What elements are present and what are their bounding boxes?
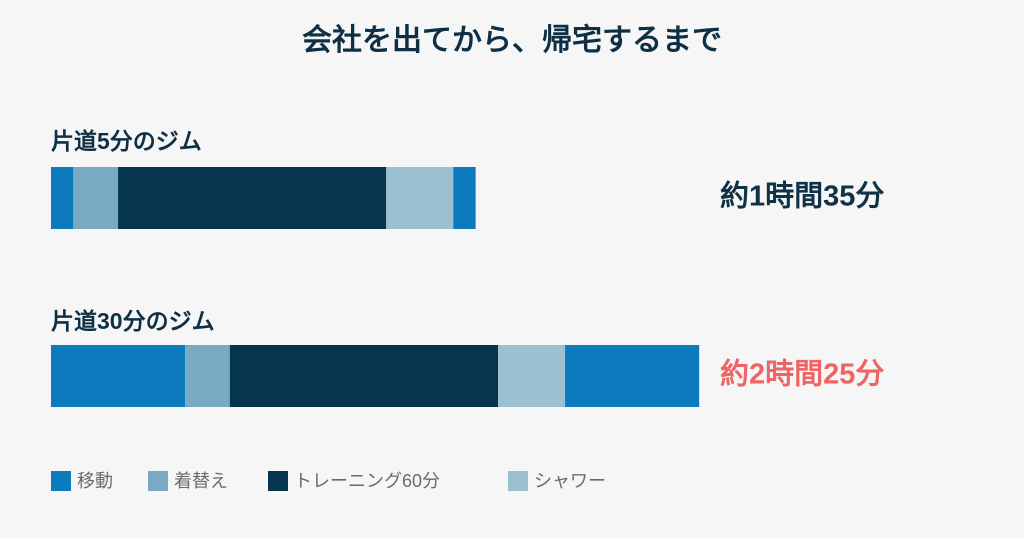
total-annotation: 約2時間25分 (720, 357, 884, 391)
bar-segment (118, 167, 387, 229)
bar-segment (51, 345, 186, 407)
legend-swatch (148, 471, 168, 491)
bar-segment (229, 345, 499, 407)
legend-label: シャワー (534, 471, 606, 491)
bar-segment (498, 345, 566, 407)
total-annotation: 約1時間35分 (720, 179, 884, 213)
category-label: 片道30分のジム (51, 308, 215, 334)
legend-swatch (508, 471, 528, 491)
bar-segment (185, 345, 230, 407)
bar-segment (73, 167, 119, 229)
legend-label: 移動 (77, 471, 113, 491)
category-label: 片道5分のジム (51, 128, 202, 154)
legend-swatch (268, 471, 288, 491)
legend-label: 着替え (174, 471, 228, 491)
bar-segment (386, 167, 454, 229)
legend-swatch (51, 471, 71, 491)
bar-segment (565, 345, 700, 407)
bar-segment (453, 167, 476, 229)
chart-title: 会社を出てから、帰宅するまで (302, 23, 722, 57)
bar-segment (51, 167, 74, 229)
legend-label: トレーニング60分 (294, 471, 440, 491)
